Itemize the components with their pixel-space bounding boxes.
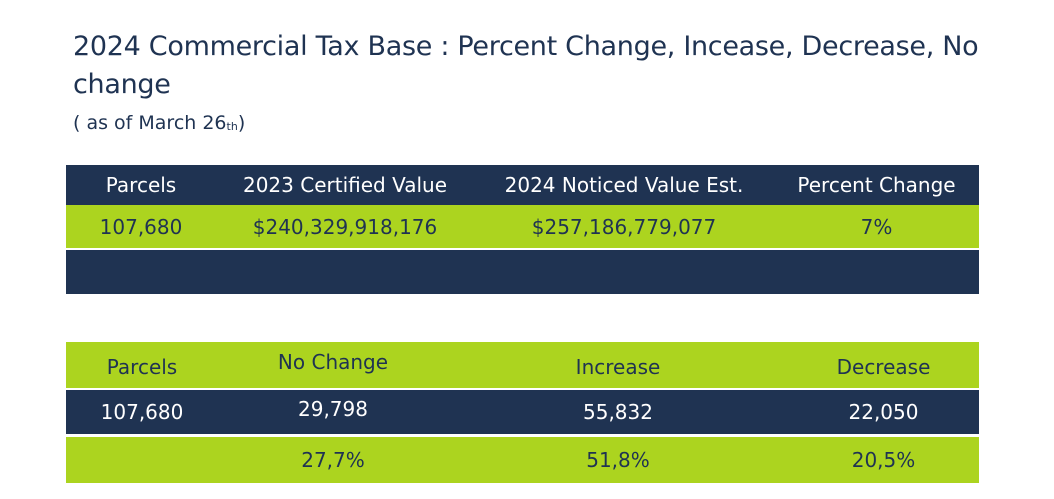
header-decrease: Decrease <box>836 355 931 379</box>
as-of-date-text: ( as of March 26 <box>73 112 227 134</box>
changes-table-counts-row: 107,680 29,798 55,832 22,050 <box>66 390 979 434</box>
percent-parcels <box>66 437 218 483</box>
values-table-empty-row <box>66 250 979 294</box>
header-parcels: Parcels <box>105 173 177 197</box>
count-decrease: 22,050 <box>848 400 919 424</box>
date-ordinal-suffix: th <box>226 120 238 133</box>
page-title: 2024 Commercial Tax Base : Percent Chang… <box>73 31 979 100</box>
percent-decrease: 20,5% <box>851 448 916 472</box>
value-2024-noticed: $257,186,779,077 <box>531 214 717 239</box>
header-2023-certified-value: 2023 Certified Value <box>242 173 448 197</box>
count-no-change: 29,798 <box>298 397 368 421</box>
header-parcels: Parcels <box>106 355 178 379</box>
header-increase: Increase <box>575 355 661 379</box>
count-parcels: 107,680 <box>100 400 184 424</box>
header-percent-change: Percent Change <box>797 173 956 197</box>
header-2024-noticed-value: 2024 Noticed Value Est. <box>504 173 744 197</box>
percent-increase: 51,8% <box>586 448 650 472</box>
values-table-row: 107,680 $240,329,918,176 $257,186,779,07… <box>66 205 979 248</box>
percent-no-change: 27,7% <box>301 448 365 472</box>
as-of-date-close: ) <box>237 112 246 134</box>
count-increase: 55,832 <box>583 400 653 424</box>
header-no-change: No Change <box>277 350 389 374</box>
values-table-header: Parcels 2023 Certified Value 2024 Notice… <box>66 165 979 205</box>
value-percent-change: 7% <box>860 214 893 239</box>
as-of-date: ( as of March 26th) <box>73 110 245 140</box>
value-parcels: 107,680 <box>99 214 183 239</box>
changes-table-percent-row: 27,7% 51,8% 20,5% <box>66 437 979 483</box>
value-2023-certified: $240,329,918,176 <box>252 214 438 239</box>
changes-table-header: Parcels No Change Increase Decrease <box>66 342 979 388</box>
